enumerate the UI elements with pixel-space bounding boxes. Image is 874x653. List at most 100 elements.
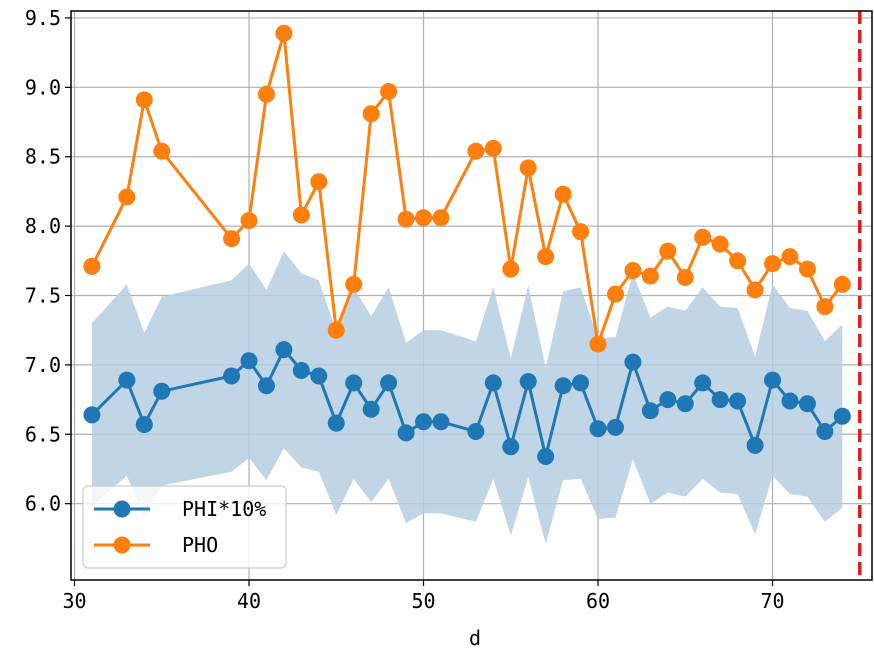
y-tick-label: 6.5 — [25, 422, 61, 446]
y-tick-label: 7.0 — [25, 353, 61, 377]
x-tick-label: 40 — [237, 589, 261, 613]
data-point — [764, 371, 782, 389]
data-point — [694, 228, 712, 246]
data-point — [310, 173, 328, 191]
x-tick-label: 50 — [411, 589, 435, 613]
legend-box — [82, 485, 287, 569]
data-point — [572, 374, 590, 392]
data-point — [641, 267, 659, 285]
data-point — [292, 206, 310, 224]
data-point — [135, 416, 153, 434]
data-point — [397, 424, 415, 442]
data-point — [467, 423, 485, 441]
y-tick-label: 8.0 — [25, 214, 61, 238]
series-points — [83, 24, 851, 465]
data-point — [415, 209, 433, 227]
data-point — [711, 391, 729, 409]
data-point — [659, 242, 677, 260]
data-point — [380, 374, 398, 392]
legend-swatch-marker — [113, 536, 131, 554]
legend-label: PHO — [182, 533, 218, 557]
data-point — [798, 260, 816, 278]
data-point — [118, 371, 136, 389]
data-point — [537, 248, 555, 266]
data-point — [484, 139, 502, 157]
data-point — [118, 188, 136, 206]
data-point — [380, 82, 398, 100]
x-tick-label: 30 — [62, 589, 86, 613]
data-point — [345, 374, 363, 392]
data-point — [746, 281, 764, 299]
data-point — [798, 395, 816, 413]
data-point — [327, 414, 345, 432]
data-point — [833, 407, 851, 425]
legend-label: PHI*10% — [182, 497, 266, 521]
data-point — [606, 285, 624, 303]
data-point — [257, 85, 275, 103]
data-point — [502, 438, 520, 456]
data-point — [153, 142, 171, 160]
data-point — [223, 230, 241, 248]
data-point — [676, 395, 694, 413]
legend-swatch-marker — [113, 500, 131, 518]
data-point — [484, 374, 502, 392]
data-point — [519, 373, 537, 391]
data-point — [606, 418, 624, 436]
data-point — [397, 210, 415, 228]
data-point — [519, 159, 537, 177]
data-point — [816, 298, 834, 316]
y-tick-label: 9.5 — [25, 6, 61, 30]
data-point — [764, 255, 782, 273]
y-tick-label: 7.5 — [25, 284, 61, 308]
data-point — [589, 420, 607, 438]
data-point — [833, 275, 851, 293]
data-point — [781, 392, 799, 410]
data-point — [694, 374, 712, 392]
data-point — [432, 413, 450, 431]
data-point — [676, 268, 694, 286]
data-point — [345, 275, 363, 293]
data-point — [572, 223, 590, 241]
data-point — [327, 321, 345, 339]
data-point — [502, 260, 520, 278]
y-tick-label: 8.5 — [25, 145, 61, 169]
data-point — [223, 367, 241, 385]
data-point — [432, 209, 450, 227]
data-point — [415, 413, 433, 431]
x-tick-label: 60 — [586, 589, 610, 613]
x-axis-label: d — [469, 626, 481, 650]
data-point — [292, 361, 310, 379]
data-point — [729, 252, 747, 270]
data-point — [746, 436, 764, 454]
data-point — [624, 353, 642, 371]
data-point — [153, 382, 171, 400]
y-tick-label: 6.0 — [25, 492, 61, 516]
x-tick-label: 70 — [760, 589, 784, 613]
confidence-band — [91, 251, 843, 544]
data-point — [240, 352, 258, 370]
data-point — [554, 185, 572, 203]
data-point — [711, 235, 729, 253]
data-point — [275, 24, 293, 42]
data-point — [781, 248, 799, 266]
data-point — [275, 341, 293, 359]
data-point — [624, 262, 642, 280]
data-point — [467, 142, 485, 160]
data-point — [83, 257, 101, 275]
data-point — [83, 406, 101, 424]
confidence-band-area — [91, 251, 843, 544]
legend: PHI*10% PHO — [82, 485, 287, 569]
data-point — [362, 105, 380, 123]
data-point — [816, 423, 834, 441]
y-tick-label: 9.0 — [25, 75, 61, 99]
data-point — [537, 447, 555, 465]
x-axis-ticks: 30 40 50 60 70 — [62, 580, 785, 613]
data-point — [729, 392, 747, 410]
data-point — [641, 402, 659, 420]
data-point — [310, 367, 328, 385]
data-point — [257, 377, 275, 395]
y-axis-ticks: 6.0 6.5 7.0 7.5 8.0 8.5 9.0 9.5 — [25, 6, 71, 516]
data-point — [554, 377, 572, 395]
data-point — [135, 91, 153, 109]
